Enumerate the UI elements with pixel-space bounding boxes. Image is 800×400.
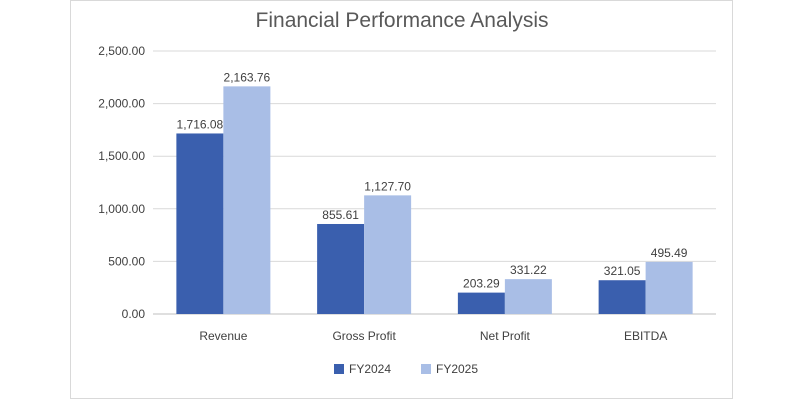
legend-swatch: [421, 364, 431, 374]
data-labels: 1,716.08 2,163.76 855.61 1,127.70 203.29 331.…: [177, 70, 688, 290]
data-label: 495.49: [651, 246, 688, 260]
legend-swatch: [334, 364, 344, 374]
bar-fy2024-ebitda: [598, 280, 646, 314]
bar-fy2024-revenue: [176, 133, 224, 314]
data-label: 331.22: [510, 263, 547, 277]
y-axis-ticks: 0.00 500.00 1,000.00 1,500.00 2,000.00 2,500.…: [98, 44, 145, 321]
legend: FY2024 FY2025: [334, 362, 478, 376]
chart-title: Financial Performance Analysis: [256, 9, 549, 32]
bar-fy2025-ebitda: [645, 261, 693, 314]
chart-frame: Financial Performance Analysis 0.00 500.0…: [70, 0, 733, 399]
category-label: Gross Profit: [332, 329, 396, 343]
data-label: 2,163.76: [224, 70, 271, 84]
y-tick-label: 1,000.00: [98, 202, 145, 216]
y-tick-label: 500.00: [108, 254, 145, 268]
data-label: 321.05: [604, 264, 641, 278]
bar-fy2025-net-profit: [504, 279, 552, 314]
bar-fy2025-gross-profit: [364, 195, 412, 314]
legend-label: FY2025: [436, 362, 478, 376]
y-tick-label: 1,500.00: [98, 149, 145, 163]
bar-fy2025-revenue: [223, 86, 271, 315]
category-label: EBITDA: [624, 329, 667, 343]
y-tick-label: 2,500.00: [98, 44, 145, 58]
data-label: 855.61: [322, 208, 359, 222]
category-labels: Revenue Gross Profit Net Profit EBITDA: [199, 329, 667, 343]
legend-label: FY2024: [349, 362, 391, 376]
bars: [176, 86, 693, 315]
category-label: Revenue: [199, 329, 247, 343]
data-label: 1,716.08: [177, 117, 224, 131]
bar-chart: Financial Performance Analysis 0.00 500.0…: [98, 9, 716, 376]
category-label: Net Profit: [480, 329, 531, 343]
y-tick-label: 2,000.00: [98, 97, 145, 111]
bar-fy2024-gross-profit: [317, 223, 365, 314]
y-tick-label: 0.00: [122, 307, 146, 321]
data-label: 203.29: [463, 277, 500, 291]
data-label: 1,127.70: [364, 179, 411, 193]
bar-fy2024-net-profit: [457, 292, 505, 314]
